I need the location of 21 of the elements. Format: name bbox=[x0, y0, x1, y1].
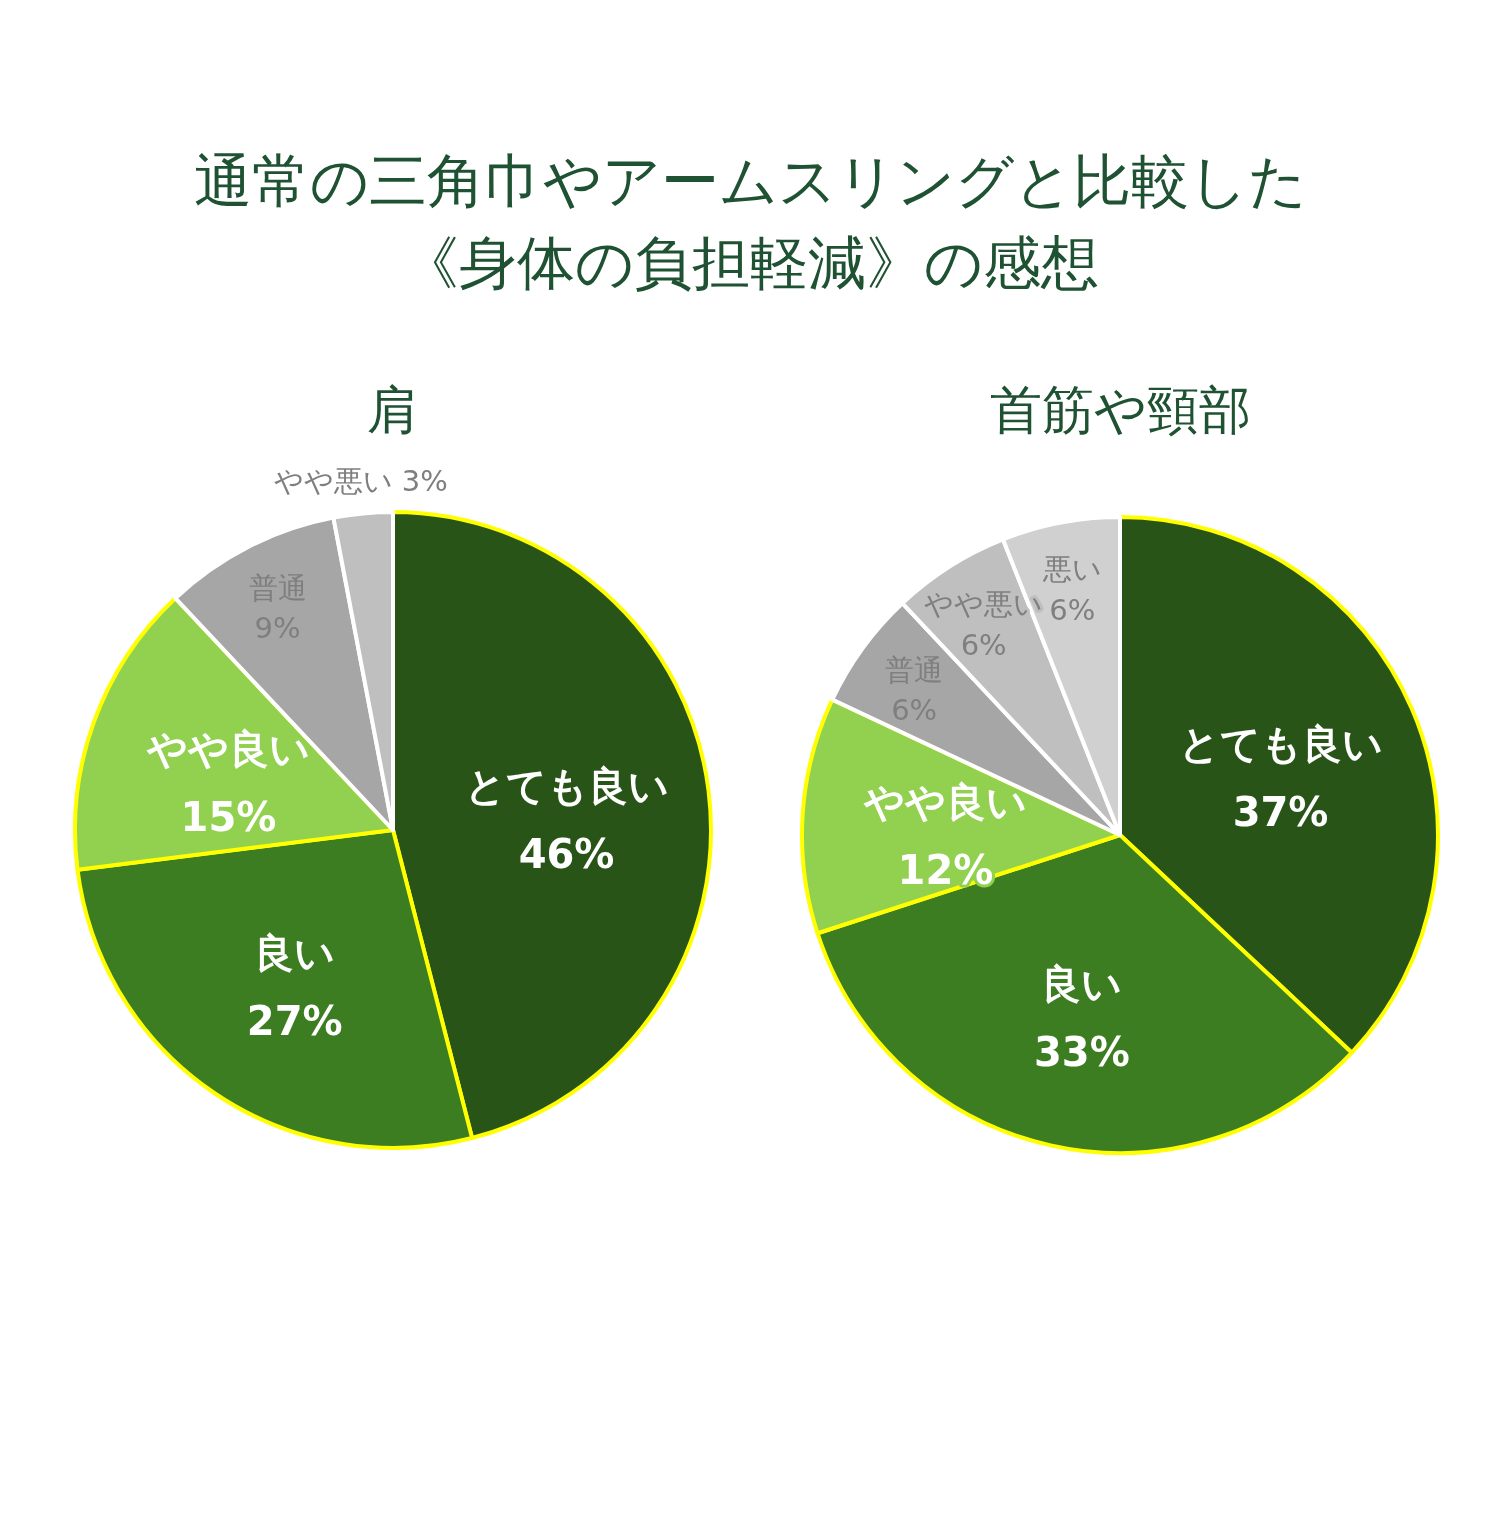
data-label: 6% bbox=[960, 628, 1007, 662]
slice-label: とても良い bbox=[1178, 720, 1383, 767]
slice-label: やや良い bbox=[862, 779, 1027, 826]
slice-label: 良い bbox=[254, 929, 336, 976]
data-label: 15% bbox=[180, 793, 277, 840]
data-label: 6% bbox=[1049, 592, 1096, 627]
data-label: 33% bbox=[1033, 1028, 1130, 1075]
data-label: 37% bbox=[1232, 788, 1329, 835]
slice-label: 良い bbox=[1041, 960, 1123, 1007]
data-label: 27% bbox=[246, 997, 343, 1044]
chart-subtitle: 首筋や頸部 bbox=[989, 380, 1251, 440]
slice-label: やや悪い bbox=[274, 464, 394, 499]
slice-label: とても良い bbox=[464, 763, 669, 810]
data-label: 12% bbox=[897, 847, 994, 894]
data-label: 3% bbox=[401, 464, 448, 499]
chart-title: 通常の三角巾やアームスリングと比較した《身体の負担軽減》の感想 bbox=[192, 146, 1308, 299]
slice-label: やや悪い bbox=[924, 587, 1044, 622]
slice-label: やや良い bbox=[145, 725, 310, 772]
chart-subtitle: 肩 bbox=[367, 380, 419, 440]
data-label: 46% bbox=[518, 831, 615, 878]
slice-label: 悪い bbox=[1041, 552, 1102, 587]
